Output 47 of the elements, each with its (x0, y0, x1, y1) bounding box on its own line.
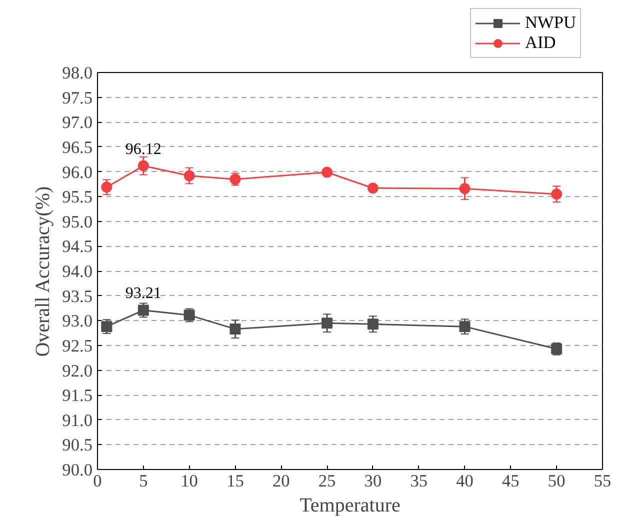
y-tick-label: 92.0 (62, 361, 93, 380)
y-tick-label: 96.5 (62, 138, 93, 157)
point (184, 170, 195, 182)
x-tick-label: 5 (139, 472, 148, 490)
y-tick-label: 94.0 (62, 262, 93, 281)
y-tick-label: 97.5 (62, 88, 93, 108)
x-tick-label: 0 (93, 472, 102, 490)
x-tick-label: 15 (226, 472, 244, 490)
x-axis-title: Temperature (300, 494, 401, 516)
legend-label: AID (525, 33, 556, 53)
y-tick-label: 91.0 (62, 410, 93, 430)
y-tick-label: 97.0 (62, 113, 93, 132)
y-tick-label: 90.0 (62, 460, 93, 480)
point (322, 318, 333, 329)
y-tick-label: 94.5 (62, 237, 93, 256)
x-tick-label: 55 (594, 472, 612, 490)
x-tick-label: 40 (456, 472, 474, 490)
x-tick-label: 35 (410, 472, 428, 490)
y-tick-label: 90.5 (62, 436, 93, 455)
y-tick-label: 93.5 (62, 286, 93, 306)
y-tick-label: 95.5 (62, 188, 93, 207)
point (138, 160, 149, 172)
x-tick-label: 10 (180, 472, 198, 490)
y-axis-title: Overall Accuracy(%) (32, 186, 54, 357)
x-tick-label: 25 (318, 472, 336, 490)
point (230, 324, 241, 335)
point (367, 318, 378, 330)
point (459, 183, 470, 194)
y-tick-label: 92.5 (62, 336, 93, 356)
x-tick-label: 20 (272, 472, 290, 490)
data-label: 93.21 (125, 285, 162, 302)
x-tick-label: 50 (548, 472, 566, 490)
point (101, 182, 112, 193)
y-tick-label: 95.0 (62, 212, 93, 232)
y-tick-label: 96.0 (62, 162, 93, 182)
y-tick-label: 98.0 (62, 64, 93, 82)
point (322, 166, 333, 178)
y-tick-label: 93.0 (62, 312, 93, 331)
x-tick-label: 45 (502, 472, 520, 490)
x-tick-label: 30 (364, 472, 382, 490)
point (459, 321, 470, 332)
data-label: 96.12 (125, 140, 162, 158)
point (101, 321, 112, 332)
point (551, 188, 562, 200)
legend-label: NWPU (525, 13, 576, 33)
point (367, 182, 378, 194)
y-tick-label: 91.5 (62, 386, 93, 406)
